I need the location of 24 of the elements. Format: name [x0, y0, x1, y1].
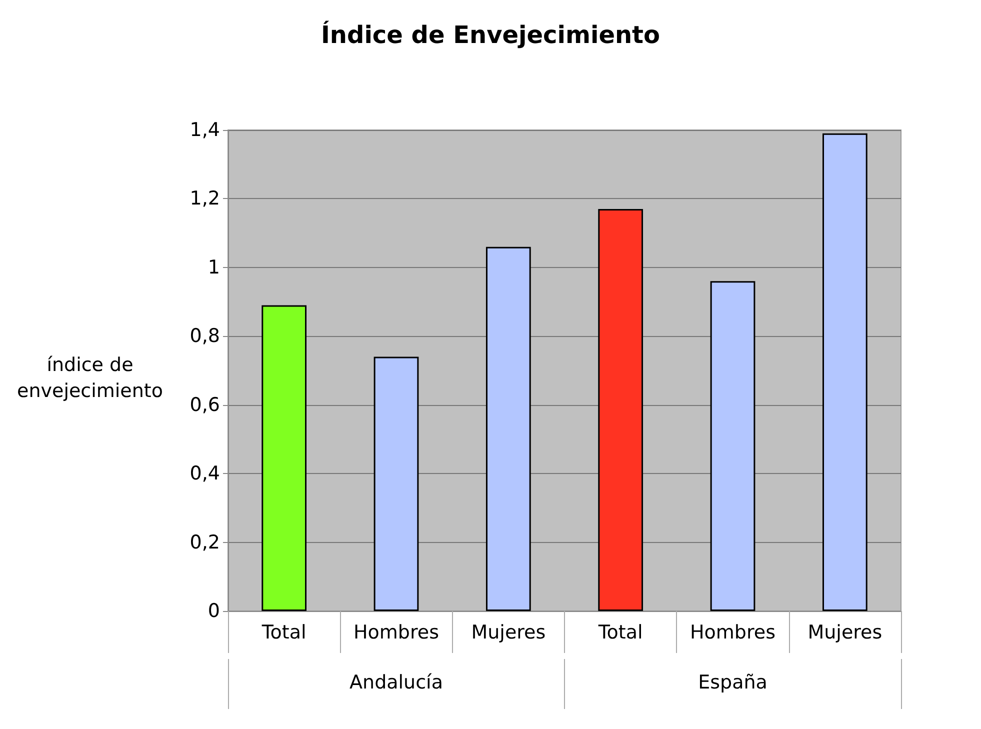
- bar: [598, 209, 644, 611]
- bar: [710, 281, 756, 611]
- y-axis-title: índice de envejecimiento: [17, 354, 163, 402]
- x-tick-label: Hombres: [354, 622, 439, 644]
- bar: [262, 305, 307, 611]
- x-tick-label: Total: [597, 622, 643, 644]
- y-tick-label: 0,8: [190, 325, 220, 348]
- x-tick-label: Mujeres: [471, 622, 546, 644]
- y-tick-label: 0: [208, 600, 220, 622]
- bar: [822, 133, 868, 611]
- x-tick-label: Mujeres: [808, 622, 882, 644]
- y-tick-label: 1,2: [190, 188, 220, 210]
- y-tick-label: 1: [208, 256, 220, 278]
- text: Andalucía: [350, 672, 443, 694]
- y-tick-label: 0,4: [190, 462, 220, 485]
- y-tick-label: 1,4: [190, 119, 220, 141]
- chart-title: Índice de Envejecimiento: [320, 20, 660, 49]
- bar: [374, 356, 419, 611]
- text: España: [698, 672, 768, 694]
- x-tick-label: Hombres: [690, 622, 776, 644]
- bar: [486, 246, 531, 611]
- y-tick-label: 0,2: [190, 531, 220, 554]
- x-tick-label: Total: [260, 622, 306, 644]
- y-tick-label: 0,6: [190, 394, 220, 416]
